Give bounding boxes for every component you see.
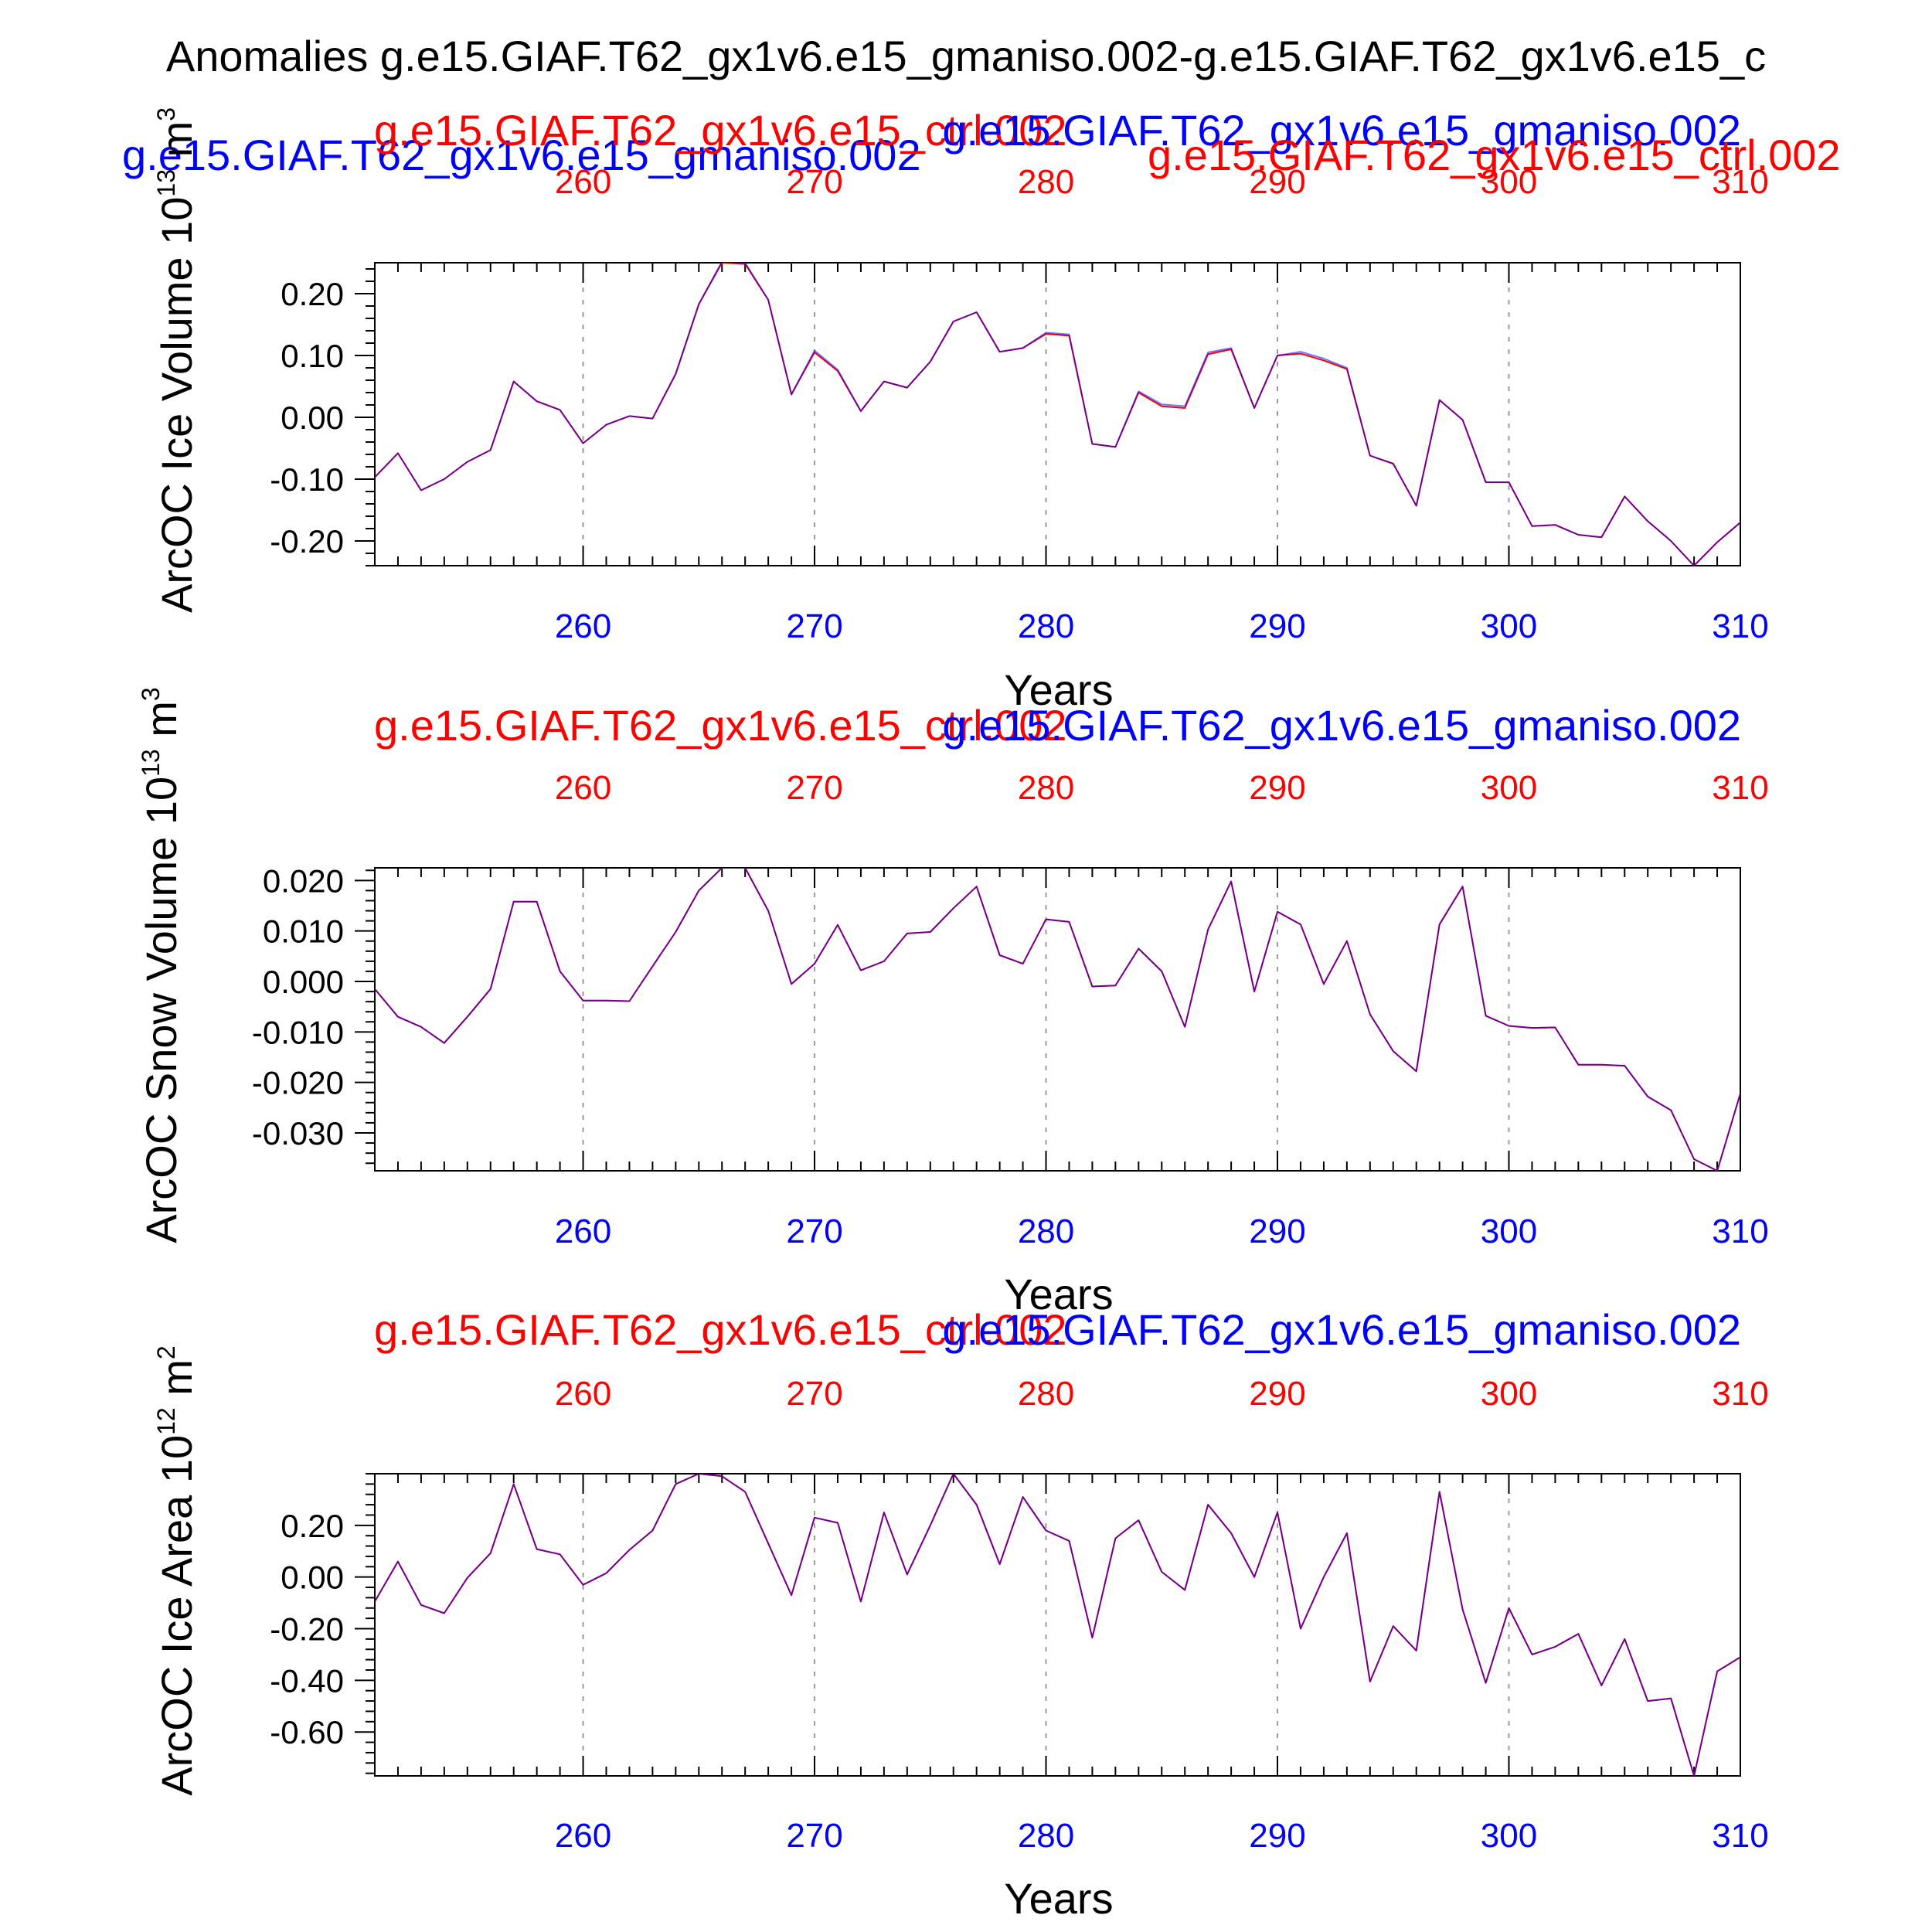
x-tick-label-top: 310 <box>1712 163 1768 201</box>
x-tick-label: 270 <box>786 1817 842 1855</box>
x-tick-label-top: 290 <box>1249 163 1305 201</box>
x-tick-label: 260 <box>555 1213 611 1250</box>
x-axis-label: Years <box>1004 1874 1113 1923</box>
y-tick-label: 0.20 <box>281 1508 344 1544</box>
x-tick-label-top: 290 <box>1249 1375 1305 1413</box>
x-tick-label: 290 <box>1249 1817 1305 1855</box>
x-tick-label: 280 <box>1018 1817 1074 1855</box>
y-axis-label: ArcOC Ice Volume 1013 m3 <box>152 107 201 613</box>
plot-frame <box>374 867 1741 1172</box>
y-tick-label: 0.00 <box>281 1560 344 1596</box>
x-tick-label-top: 270 <box>786 1375 842 1413</box>
series-line-control <box>375 868 1740 1171</box>
run-label-test: g.e15.GIAF.T62_gx1v6.e15_gmaniso.002 <box>122 131 921 179</box>
run-label-control: g.e15.GIAF.T62_gx1v6.e15_ctrl.002 <box>374 106 1067 155</box>
y-tick-label: 0.00 <box>281 400 344 436</box>
y-tick-label: -0.20 <box>270 1611 344 1648</box>
x-tick-label-top: 260 <box>555 1375 611 1413</box>
x-tick-label-top: 300 <box>1481 163 1537 201</box>
x-tick-label-top: 270 <box>786 163 842 201</box>
x-tick-label: 270 <box>786 607 842 645</box>
x-tick-label: 310 <box>1712 1213 1768 1250</box>
x-tick-label-top: 310 <box>1712 769 1768 807</box>
x-tick-label-top: 260 <box>555 769 611 807</box>
x-tick-label-top: 310 <box>1712 1375 1768 1413</box>
x-tick-label: 310 <box>1712 1817 1768 1855</box>
x-tick-label-top: 260 <box>555 163 611 201</box>
series-line-test <box>375 868 1740 1171</box>
x-tick-label: 280 <box>1018 607 1074 645</box>
y-tick-label: 0.10 <box>281 338 344 374</box>
series-line-control <box>375 263 1740 566</box>
x-tick-label-top: 300 <box>1481 769 1537 807</box>
y-tick-label: 0.20 <box>281 276 344 312</box>
chart-panel-3: g.e15.GIAF.T62_gx1v6.e15_ctrl.002g.e15.G… <box>152 1305 1769 1923</box>
run-label-control: g.e15.GIAF.T62_gx1v6.e15_ctrl.002 <box>374 701 1067 750</box>
x-tick-label: 260 <box>555 607 611 645</box>
y-tick-label: 0.000 <box>263 964 344 1000</box>
x-axis-label: Years <box>1004 665 1113 714</box>
x-tick-label-top: 280 <box>1018 1375 1074 1413</box>
series-line-control <box>375 1474 1740 1776</box>
run-label-test: g.e15.GIAF.T62_gx1v6.e15_gmaniso.002 <box>942 1305 1741 1354</box>
x-tick-label: 290 <box>1249 1213 1305 1250</box>
y-tick-label: -0.40 <box>270 1662 344 1699</box>
y-tick-label: -0.60 <box>270 1714 344 1750</box>
x-tick-label-top: 300 <box>1481 1375 1537 1413</box>
y-tick-label: -0.20 <box>270 523 344 560</box>
x-tick-label-top: 280 <box>1018 163 1074 201</box>
plot-frame <box>374 262 1741 566</box>
chart-panel-1: g.e15.GIAF.T62_gx1v6.e15_gmaniso.002g.e1… <box>122 106 1841 714</box>
figure-title: Anomalies g.e15.GIAF.T62_gx1v6.e15_gmani… <box>166 32 1766 80</box>
x-tick-label: 290 <box>1249 607 1305 645</box>
run-label-test: g.e15.GIAF.T62_gx1v6.e15_gmaniso.002 <box>942 701 1741 750</box>
y-tick-label: -0.030 <box>252 1115 344 1151</box>
x-tick-label: 310 <box>1712 607 1768 645</box>
series-line-test <box>375 1474 1740 1776</box>
plot-frame <box>374 1473 1741 1777</box>
series-line-test <box>375 263 1740 566</box>
y-tick-label: -0.10 <box>270 461 344 498</box>
x-tick-label: 260 <box>555 1817 611 1855</box>
chart-panel-2: g.e15.GIAF.T62_gx1v6.e15_ctrl.002g.e15.G… <box>137 687 1769 1318</box>
x-tick-label-top: 270 <box>786 769 842 807</box>
x-axis-label: Years <box>1004 1270 1113 1318</box>
y-tick-label: 0.020 <box>263 862 344 899</box>
x-tick-label: 300 <box>1481 1817 1537 1855</box>
run-label-control: g.e15.GIAF.T62_gx1v6.e15_ctrl.002 <box>374 1305 1067 1354</box>
y-tick-label: 0.010 <box>263 913 344 950</box>
y-tick-label: -0.010 <box>252 1014 344 1050</box>
y-axis-label: ArcOC Ice Area 1012 m2 <box>152 1345 201 1795</box>
x-tick-label-top: 280 <box>1018 769 1074 807</box>
run-label-test-right: g.e15.GIAF.T62_gx1v6.e15_gmaniso.002 <box>942 106 1741 155</box>
x-tick-label-top: 290 <box>1249 769 1305 807</box>
run-label-control-right: g.e15.GIAF.T62_gx1v6.e15_ctrl.002 <box>1148 131 1841 179</box>
y-tick-label: -0.020 <box>252 1065 344 1101</box>
x-tick-label: 300 <box>1481 607 1537 645</box>
x-tick-label: 280 <box>1018 1213 1074 1250</box>
x-tick-label: 300 <box>1481 1213 1537 1250</box>
y-axis-label: ArcOC Snow Volume 1013 m3 <box>137 687 185 1243</box>
x-tick-label: 270 <box>786 1213 842 1250</box>
